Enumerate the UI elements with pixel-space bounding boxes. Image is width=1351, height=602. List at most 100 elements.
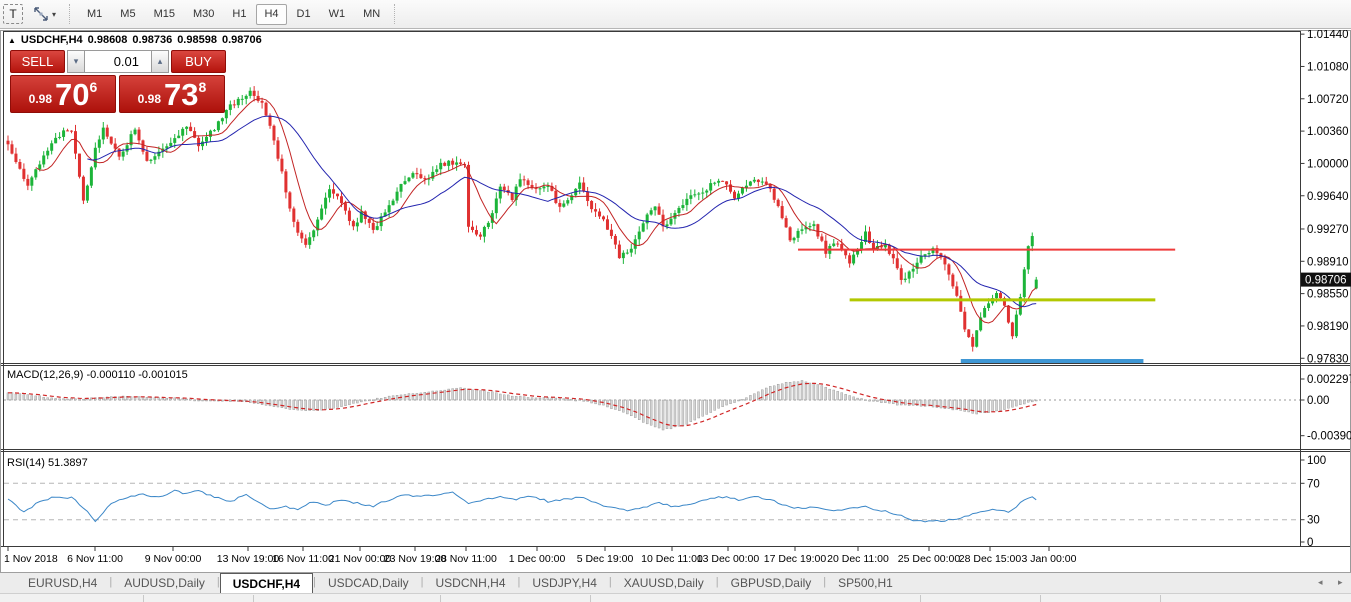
svg-text:9 Nov 00:00: 9 Nov 00:00 (145, 553, 202, 565)
macd-axis: 0.002297 0.00 -0.003904 (1301, 374, 1351, 443)
svg-text:17 Dec 19:00: 17 Dec 19:00 (764, 553, 827, 565)
svg-text:0.99270: 0.99270 (1307, 224, 1349, 236)
timeframe-button-d1[interactable]: D1 (289, 4, 319, 25)
caret-down-icon: ▾ (74, 56, 79, 67)
svg-text:28 Dec 15:00: 28 Dec 15:00 (959, 553, 1022, 565)
caret-up-icon: ▴ (158, 56, 163, 67)
rsi-indicator-label: RSI(14) 51.3897 (7, 457, 88, 469)
status-bar-separator (253, 595, 254, 602)
candlestick-layer (7, 86, 1038, 351)
volume-stepper: ▾ ▴ (67, 50, 169, 73)
status-bar-separator (1160, 595, 1161, 602)
header-close: 0.98706 (222, 34, 262, 46)
status-bar-separator (440, 595, 441, 602)
one-click-trading-widget: SELL ▾ ▴ BUY 0.98 70 6 0.98 (10, 50, 226, 113)
svg-text:100: 100 (1307, 455, 1326, 467)
ma-slow-line (87, 116, 1036, 307)
chart-ohlc-header: ▲ USDCHF,H4 0.98608 0.98736 0.98598 0.98… (8, 34, 262, 46)
chart-tab-gbpusd[interactable]: GBPUSD,Daily (719, 573, 824, 593)
chart-tab-usdjpy[interactable]: USDJPY,H4 (520, 573, 608, 593)
chart-tab-usdchf[interactable]: USDCHF,H4 (220, 573, 313, 593)
ma-fast-line (36, 99, 1036, 323)
svg-text:30: 30 (1307, 515, 1320, 527)
dropdown-caret-icon: ▾ (52, 10, 56, 19)
status-bar-separator (920, 595, 921, 602)
sell-price-pip: 6 (90, 79, 98, 95)
timeframe-button-m1[interactable]: M1 (79, 4, 110, 25)
rsi-axis: 100 70 30 0 (1301, 455, 1327, 549)
header-high: 0.98736 (132, 34, 172, 46)
buy-button[interactable]: BUY (171, 50, 226, 73)
chart-tab-audusd[interactable]: AUDUSD,Daily (112, 573, 217, 593)
sell-button[interactable]: SELL (10, 50, 65, 73)
svg-text:0.98550: 0.98550 (1307, 289, 1349, 301)
top-toolbar: T ▾ M1M5M15M30H1H4D1W1MN (0, 0, 1351, 29)
text-tool-button[interactable]: T (3, 4, 23, 24)
timeframe-button-mn[interactable]: MN (355, 4, 388, 25)
sell-price-prefix: 0.98 (29, 92, 52, 106)
svg-text:6 Nov 11:00: 6 Nov 11:00 (67, 553, 123, 565)
buy-price-prefix: 0.98 (138, 92, 161, 106)
sell-price-digits: 70 (55, 76, 89, 112)
price-axis[interactable]: 1.014401.010801.007201.003601.000000.996… (1301, 30, 1351, 365)
buy-price-pip: 8 (199, 79, 207, 95)
chart-tab-usdcad[interactable]: USDCAD,Daily (316, 573, 421, 593)
timeframe-button-m30[interactable]: M30 (185, 4, 222, 25)
svg-text:1.00360: 1.00360 (1307, 126, 1349, 138)
chart-tab-bar: EURUSD,H4|AUDUSD,Daily|USDCHF,H4|USDCAD,… (0, 572, 1351, 593)
svg-text:3 Jan 00:00: 3 Jan 00:00 (1022, 553, 1077, 565)
toolbar-separator-2 (394, 4, 398, 24)
macd-panel (4, 380, 1301, 430)
svg-text:-0.003904: -0.003904 (1307, 431, 1351, 443)
buy-price-digits: 73 (164, 76, 198, 112)
svg-text:21 Nov 00:00: 21 Nov 00:00 (329, 553, 392, 565)
svg-text:1.01440: 1.01440 (1307, 30, 1349, 41)
diagonal-arrows-icon (33, 6, 49, 22)
tab-scroll-right-button[interactable]: ▸ (1338, 577, 1343, 588)
svg-text:25 Dec 00:00: 25 Dec 00:00 (898, 553, 961, 565)
svg-text:28 Nov 11:00: 28 Nov 11:00 (435, 553, 497, 565)
volume-input[interactable] (85, 50, 151, 73)
volume-decrease-button[interactable]: ▾ (67, 50, 85, 73)
rsi-line (8, 490, 1036, 522)
chart-tab-sp500[interactable]: SP500,H1 (826, 573, 905, 593)
buy-price-panel[interactable]: 0.98 73 8 (119, 75, 225, 113)
svg-text:0.97830: 0.97830 (1307, 353, 1349, 365)
svg-text:13 Dec 00:00: 13 Dec 00:00 (697, 553, 760, 565)
time-axis[interactable]: 1 Nov 20186 Nov 11:009 Nov 00:0013 Nov 1… (4, 547, 1077, 565)
svg-text:0.98190: 0.98190 (1307, 321, 1349, 333)
svg-text:0.99640: 0.99640 (1307, 191, 1349, 203)
timeframe-button-h1[interactable]: H1 (224, 4, 254, 25)
chart-tab-xauusd[interactable]: XAUUSD,Daily (612, 573, 716, 593)
header-open: 0.98608 (88, 34, 128, 46)
svg-text:1 Dec 00:00: 1 Dec 00:00 (509, 553, 566, 565)
svg-text:0.002297: 0.002297 (1307, 374, 1351, 386)
svg-text:0.00: 0.00 (1307, 395, 1329, 407)
svg-text:5 Dec 19:00: 5 Dec 19:00 (577, 553, 634, 565)
svg-text:20 Dec 11:00: 20 Dec 11:00 (827, 553, 889, 565)
svg-text:70: 70 (1307, 478, 1320, 490)
svg-text:10 Dec 11:00: 10 Dec 11:00 (641, 553, 703, 565)
svg-text:0: 0 (1307, 537, 1313, 549)
svg-text:0.98706: 0.98706 (1305, 275, 1347, 287)
chart-tab-eurusd[interactable]: EURUSD,H4 (16, 573, 109, 593)
macd-signal-line (8, 383, 1036, 425)
timeframe-button-w1[interactable]: W1 (321, 4, 354, 25)
timeframe-button-m5[interactable]: M5 (112, 4, 143, 25)
svg-text:16 Nov 11:00: 16 Nov 11:00 (272, 553, 334, 565)
timeframe-button-m15[interactable]: M15 (146, 4, 183, 25)
status-bar-separator (590, 595, 591, 602)
cursor-tool-button[interactable]: ▾ (29, 4, 60, 24)
svg-text:13 Nov 19:00: 13 Nov 19:00 (217, 553, 280, 565)
timeframe-group: M1M5M15M30H1H4D1W1MN (78, 4, 389, 25)
sell-price-panel[interactable]: 0.98 70 6 (10, 75, 116, 113)
chart-window: 1.014401.010801.007201.003601.000000.996… (0, 30, 1351, 572)
status-bar-separator (143, 595, 144, 602)
volume-increase-button[interactable]: ▴ (151, 50, 169, 73)
header-symbol: USDCHF,H4 (21, 34, 83, 46)
svg-text:0.98910: 0.98910 (1307, 256, 1349, 268)
tab-scroll-left-button[interactable]: ◂ (1318, 577, 1323, 588)
rsi-panel (4, 483, 1301, 522)
timeframe-button-h4[interactable]: H4 (256, 4, 286, 25)
chart-tab-usdcnh[interactable]: USDCNH,H4 (424, 573, 518, 593)
